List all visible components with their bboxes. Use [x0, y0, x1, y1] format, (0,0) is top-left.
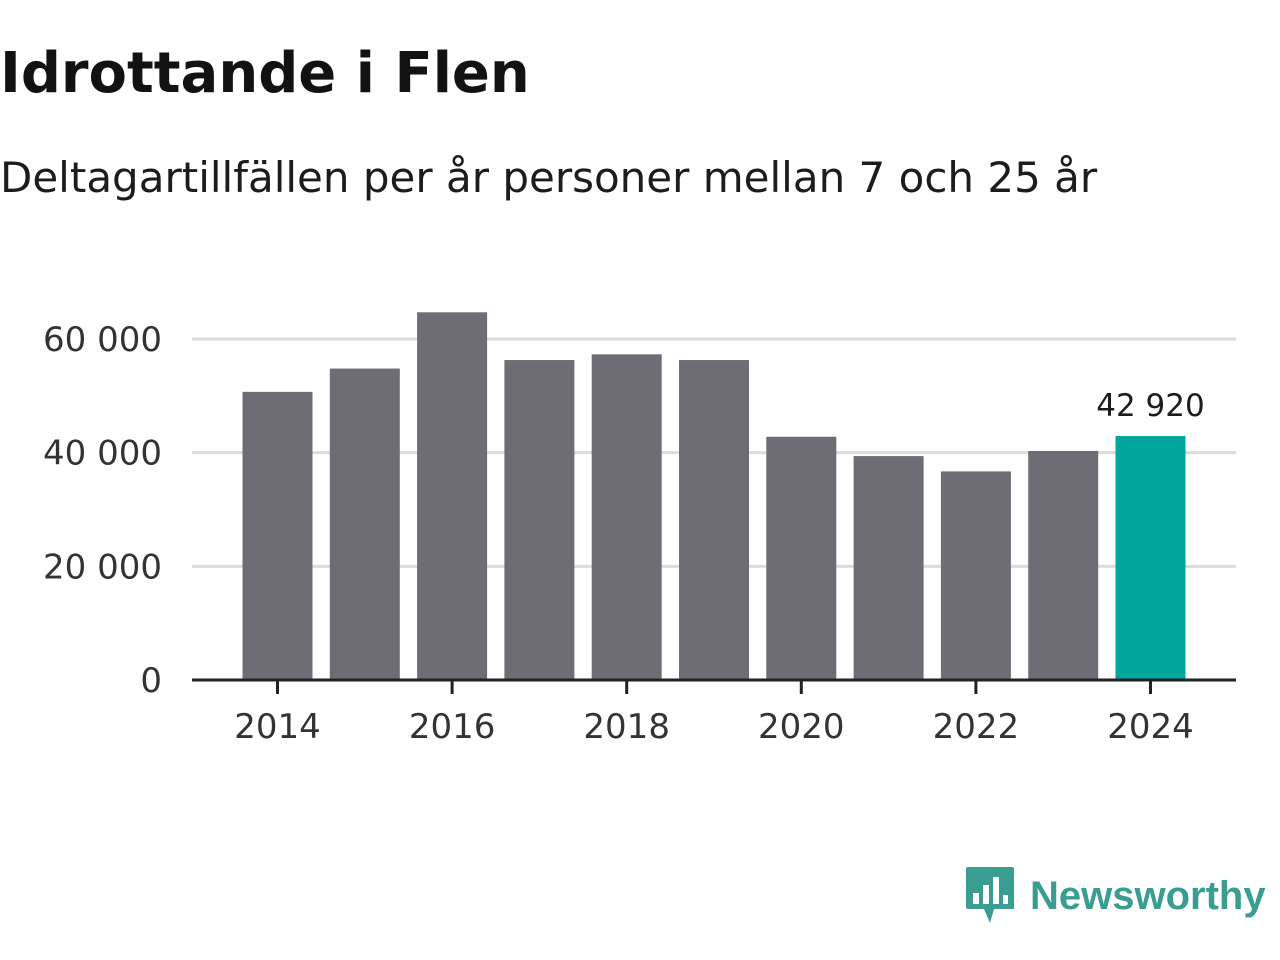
y-tick-label: 60 000 [43, 320, 162, 360]
y-tick-label: 40 000 [43, 434, 162, 474]
data-label: 42 920 [1096, 388, 1204, 424]
y-tick-label: 20 000 [43, 547, 162, 587]
x-tick-label: 2022 [933, 707, 1020, 747]
chart-title: Idrottande i Flen [0, 41, 530, 106]
bar-2018 [591, 354, 662, 680]
bar-2017 [504, 360, 575, 680]
bars [242, 312, 1186, 680]
y-tick-label: 0 [140, 661, 162, 701]
newsworthy-logo: Newsworthy [964, 864, 1266, 928]
bar-2019 [679, 360, 749, 680]
bar-2015 [329, 368, 400, 680]
chart-subtitle: Deltagartillfällen per år personer mella… [0, 153, 1098, 202]
x-tick-label: 2020 [758, 707, 845, 747]
bar-2023 [1028, 450, 1099, 680]
x-tick-label: 2014 [234, 707, 321, 747]
x-tick-label: 2018 [583, 707, 670, 747]
bar-2014 [242, 391, 313, 680]
newsworthy-logo-icon [966, 867, 1014, 923]
bar-2021 [853, 456, 924, 680]
bar-2020 [766, 436, 837, 680]
brand-name: Newsworthy [1030, 873, 1266, 918]
bar-2024 [1115, 436, 1186, 680]
x-tick-label: 2016 [409, 707, 496, 747]
x-axis [192, 678, 1236, 694]
labels: 0 20 000 40 000 60 000 2014 2016 2018 2020 2022 2… [43, 320, 1205, 747]
bar-2022 [940, 471, 1011, 680]
x-tick-label: 2024 [1107, 707, 1194, 747]
bar-2016 [417, 312, 488, 680]
